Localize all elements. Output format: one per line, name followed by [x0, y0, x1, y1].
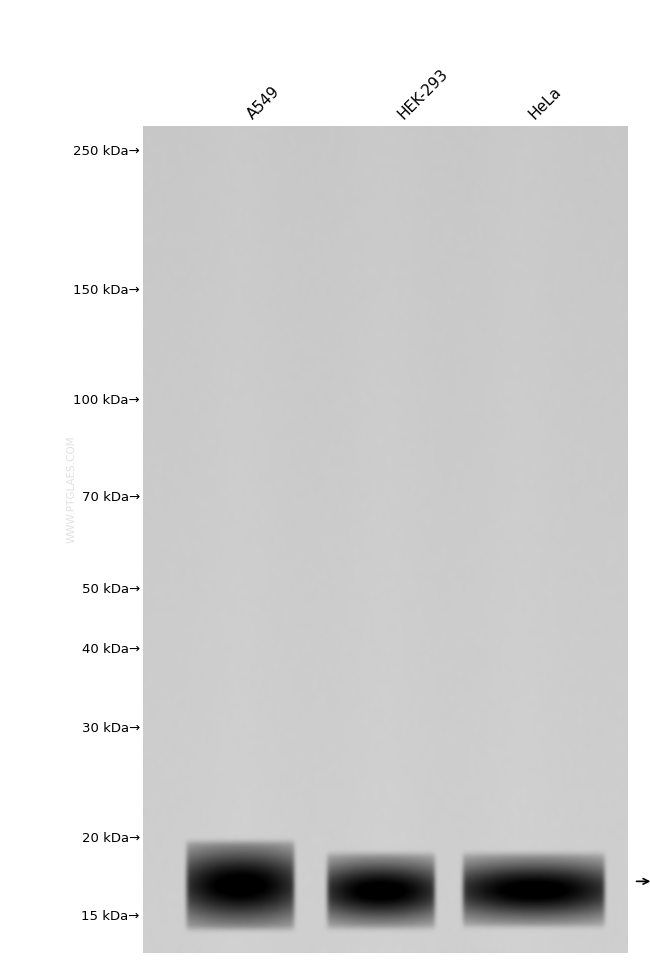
Text: 30 kDa→: 30 kDa→: [81, 721, 140, 734]
Text: 20 kDa→: 20 kDa→: [81, 830, 140, 844]
Text: HEK-293: HEK-293: [395, 66, 450, 122]
Text: 40 kDa→: 40 kDa→: [82, 643, 140, 656]
Text: 150 kDa→: 150 kDa→: [73, 284, 140, 297]
Text: WWW.PTGLAES.COM: WWW.PTGLAES.COM: [66, 435, 77, 542]
Text: 100 kDa→: 100 kDa→: [73, 394, 140, 407]
Text: 250 kDa→: 250 kDa→: [73, 146, 140, 158]
Text: HeLa: HeLa: [526, 84, 564, 122]
Text: 50 kDa→: 50 kDa→: [81, 582, 140, 595]
Text: A549: A549: [244, 84, 283, 122]
Text: 70 kDa→: 70 kDa→: [81, 490, 140, 504]
Text: 15 kDa→: 15 kDa→: [81, 909, 140, 922]
